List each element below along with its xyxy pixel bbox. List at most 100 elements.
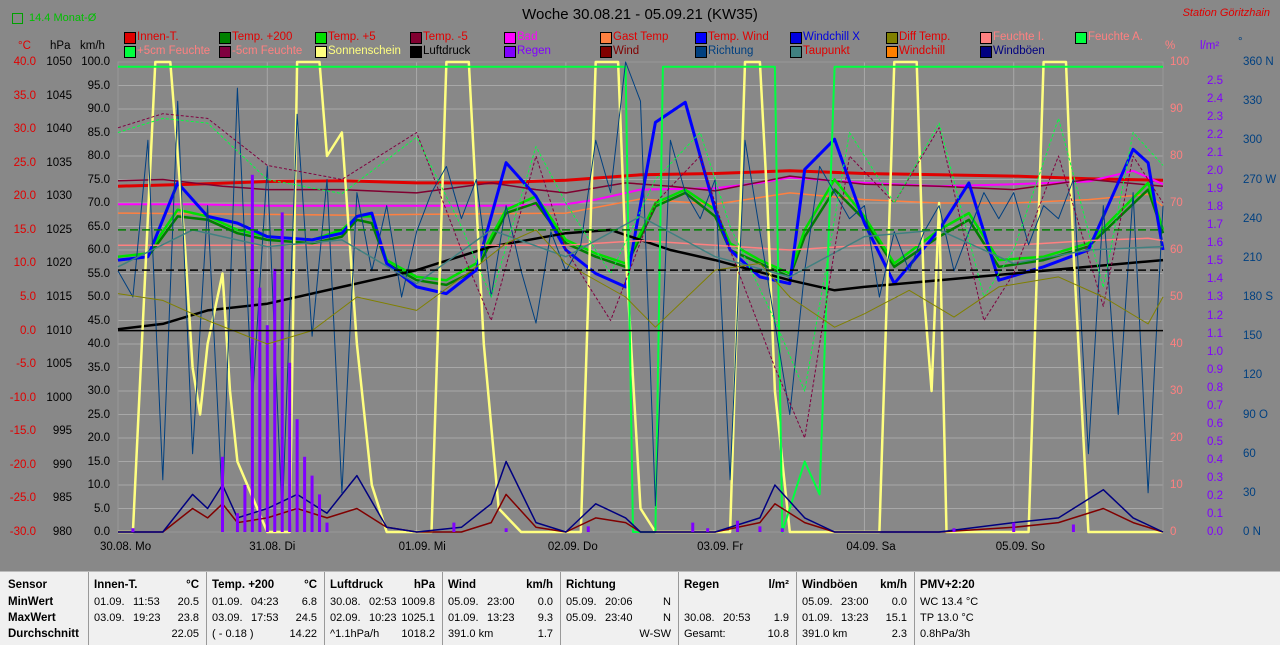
direction-tick-label: 60 [1243, 447, 1256, 460]
legend-label: Regen [517, 45, 551, 57]
legend-label: +5cm Feuchte [137, 45, 211, 57]
humidity-tick-label: 10 [1170, 479, 1183, 491]
footer-value: 1025.1 [401, 612, 435, 624]
pressure-tick-label: 980 [52, 526, 72, 538]
temp-tick-label: -30.0 [9, 526, 36, 538]
series-line-innen-t [117, 169, 1164, 188]
rain-tick-label: 0.8 [1207, 381, 1223, 394]
footer-time: 20:06 [605, 596, 633, 608]
rain-tick-label: 1.6 [1207, 237, 1223, 250]
series-bar-regen [706, 528, 710, 532]
rain-tick-label: 1.0 [1207, 345, 1223, 358]
direction-tick-label: 0 N [1243, 526, 1261, 538]
footer-value: 22.05 [171, 628, 199, 640]
weather-chart [117, 60, 1165, 534]
footer-value: 2.3 [891, 628, 907, 640]
pressure-tick-label: 1050 [46, 56, 72, 68]
legend-swatch [886, 32, 898, 44]
legend-swatch [790, 32, 802, 44]
legend-label: Temp. +200 [232, 31, 293, 43]
direction-tick-label: 120 [1243, 369, 1263, 382]
legend-label: Temp. Wind [708, 31, 769, 43]
series-bar-regen [758, 526, 762, 532]
rain-tick-label: 0.7 [1207, 399, 1223, 412]
speed-tick-label: 85.0 [87, 126, 110, 139]
footer-time: 23:00 [841, 596, 869, 608]
speed-tick-label: 100.0 [81, 56, 110, 68]
rain-tick-label: 0.5 [1207, 435, 1223, 448]
pressure-tick-label: 985 [52, 492, 72, 505]
rain-tick-label: 0.1 [1207, 507, 1223, 520]
humidity-tick-label: 30 [1170, 385, 1183, 397]
footer-time: 17:53 [251, 612, 279, 624]
speed-tick-label: 15.0 [87, 455, 110, 468]
series-bar-regen [243, 485, 247, 532]
pressure-tick-label: 1025 [46, 223, 72, 236]
speed-tick-label: 60.0 [87, 244, 110, 256]
series-bar-regen [325, 522, 329, 532]
sensor-header: Sensor [8, 579, 47, 591]
series-bar-regen [235, 513, 239, 532]
legend-swatch [695, 46, 707, 58]
legend-swatch [124, 32, 136, 44]
pressure-tick-label: 1005 [46, 358, 72, 371]
direction-tick-label: 30 [1243, 486, 1256, 499]
footer-value: 15.1 [885, 612, 907, 624]
pressure-tick-label: 1000 [46, 391, 72, 404]
statistics-footer: Sensor MinWert MaxWert Durchschnitt Inne… [0, 571, 1280, 645]
direction-tick-label: 300 [1243, 134, 1263, 147]
footer-section-title: Temp. +200 [212, 579, 275, 591]
legend-swatch [790, 46, 802, 58]
series-lines [117, 60, 1165, 534]
footer-date: 05.09. [802, 596, 833, 608]
series-bar-regen [1012, 522, 1016, 532]
footer-section: Temp. +200 °C 01.09. 04:23 6.8 03.09. 17:53 24.… [206, 572, 325, 645]
speed-tick-label: 65.0 [87, 220, 110, 233]
temp-axis-unit: °C [18, 40, 31, 52]
temp-tick-label: -15.0 [9, 425, 36, 438]
legend-swatch [504, 46, 516, 58]
legend-label: Taupunkt [803, 45, 850, 57]
footer-section-title: PMV+2:20 [920, 579, 975, 591]
footer-date: 05.09. [448, 596, 479, 608]
direction-tick-label: 330 [1243, 95, 1263, 108]
footer-date: 01.09. [802, 612, 833, 624]
footer-section: Luftdruck hPa 30.08. 02:53 1009.8 02.09. 10:23… [324, 572, 443, 645]
legend-swatch [315, 32, 327, 44]
speed-tick-label: 50.0 [87, 291, 110, 303]
rain-tick-label: 1.8 [1207, 201, 1223, 214]
speed-tick-label: 30.0 [87, 385, 110, 397]
legend-label: Richtung [708, 45, 754, 57]
legend-swatch [315, 46, 327, 58]
series-line-richtung [117, 61, 1164, 520]
pressure-tick-label: 1045 [46, 89, 72, 102]
temp-tick-label: -20.0 [9, 458, 36, 471]
sensor-min-label: MinWert [8, 596, 54, 608]
humidity-tick-label: 40 [1170, 338, 1183, 350]
legend-swatch [219, 46, 231, 58]
footer-value: 1009.8 [401, 596, 435, 608]
series-bar-regen [318, 494, 322, 532]
footer-date: 05.09. [566, 612, 597, 624]
legend-swatch [600, 46, 612, 58]
footer-time: 02:53 [369, 596, 397, 608]
speed-tick-label: 10.0 [87, 479, 110, 491]
speed-axis-unit: km/h [80, 40, 105, 52]
series-line-temp-5 [117, 175, 1164, 194]
legend-swatch [410, 46, 422, 58]
footer-date: 30.08. [330, 596, 361, 608]
day-tick-label: 05.09. So [995, 541, 1045, 553]
sensor-max-label: MaxWert [8, 612, 56, 624]
footer-date: 391.0 km [448, 628, 494, 640]
series-bar-regen [504, 528, 508, 532]
series-bar-regen [250, 174, 254, 533]
direction-axis-unit: ° [1238, 36, 1243, 48]
footer-value: 0.0 [537, 596, 553, 608]
legend-label: Temp. -5 [423, 31, 468, 43]
series-bar-regen [310, 475, 314, 532]
legend-swatch [410, 32, 422, 44]
direction-tick-label: 210 [1243, 251, 1263, 264]
footer-date: ( - 0.18 ) [212, 628, 254, 640]
series-line-sonnenschein [118, 60, 1163, 534]
legend-label: Sonnenschein [328, 45, 401, 57]
